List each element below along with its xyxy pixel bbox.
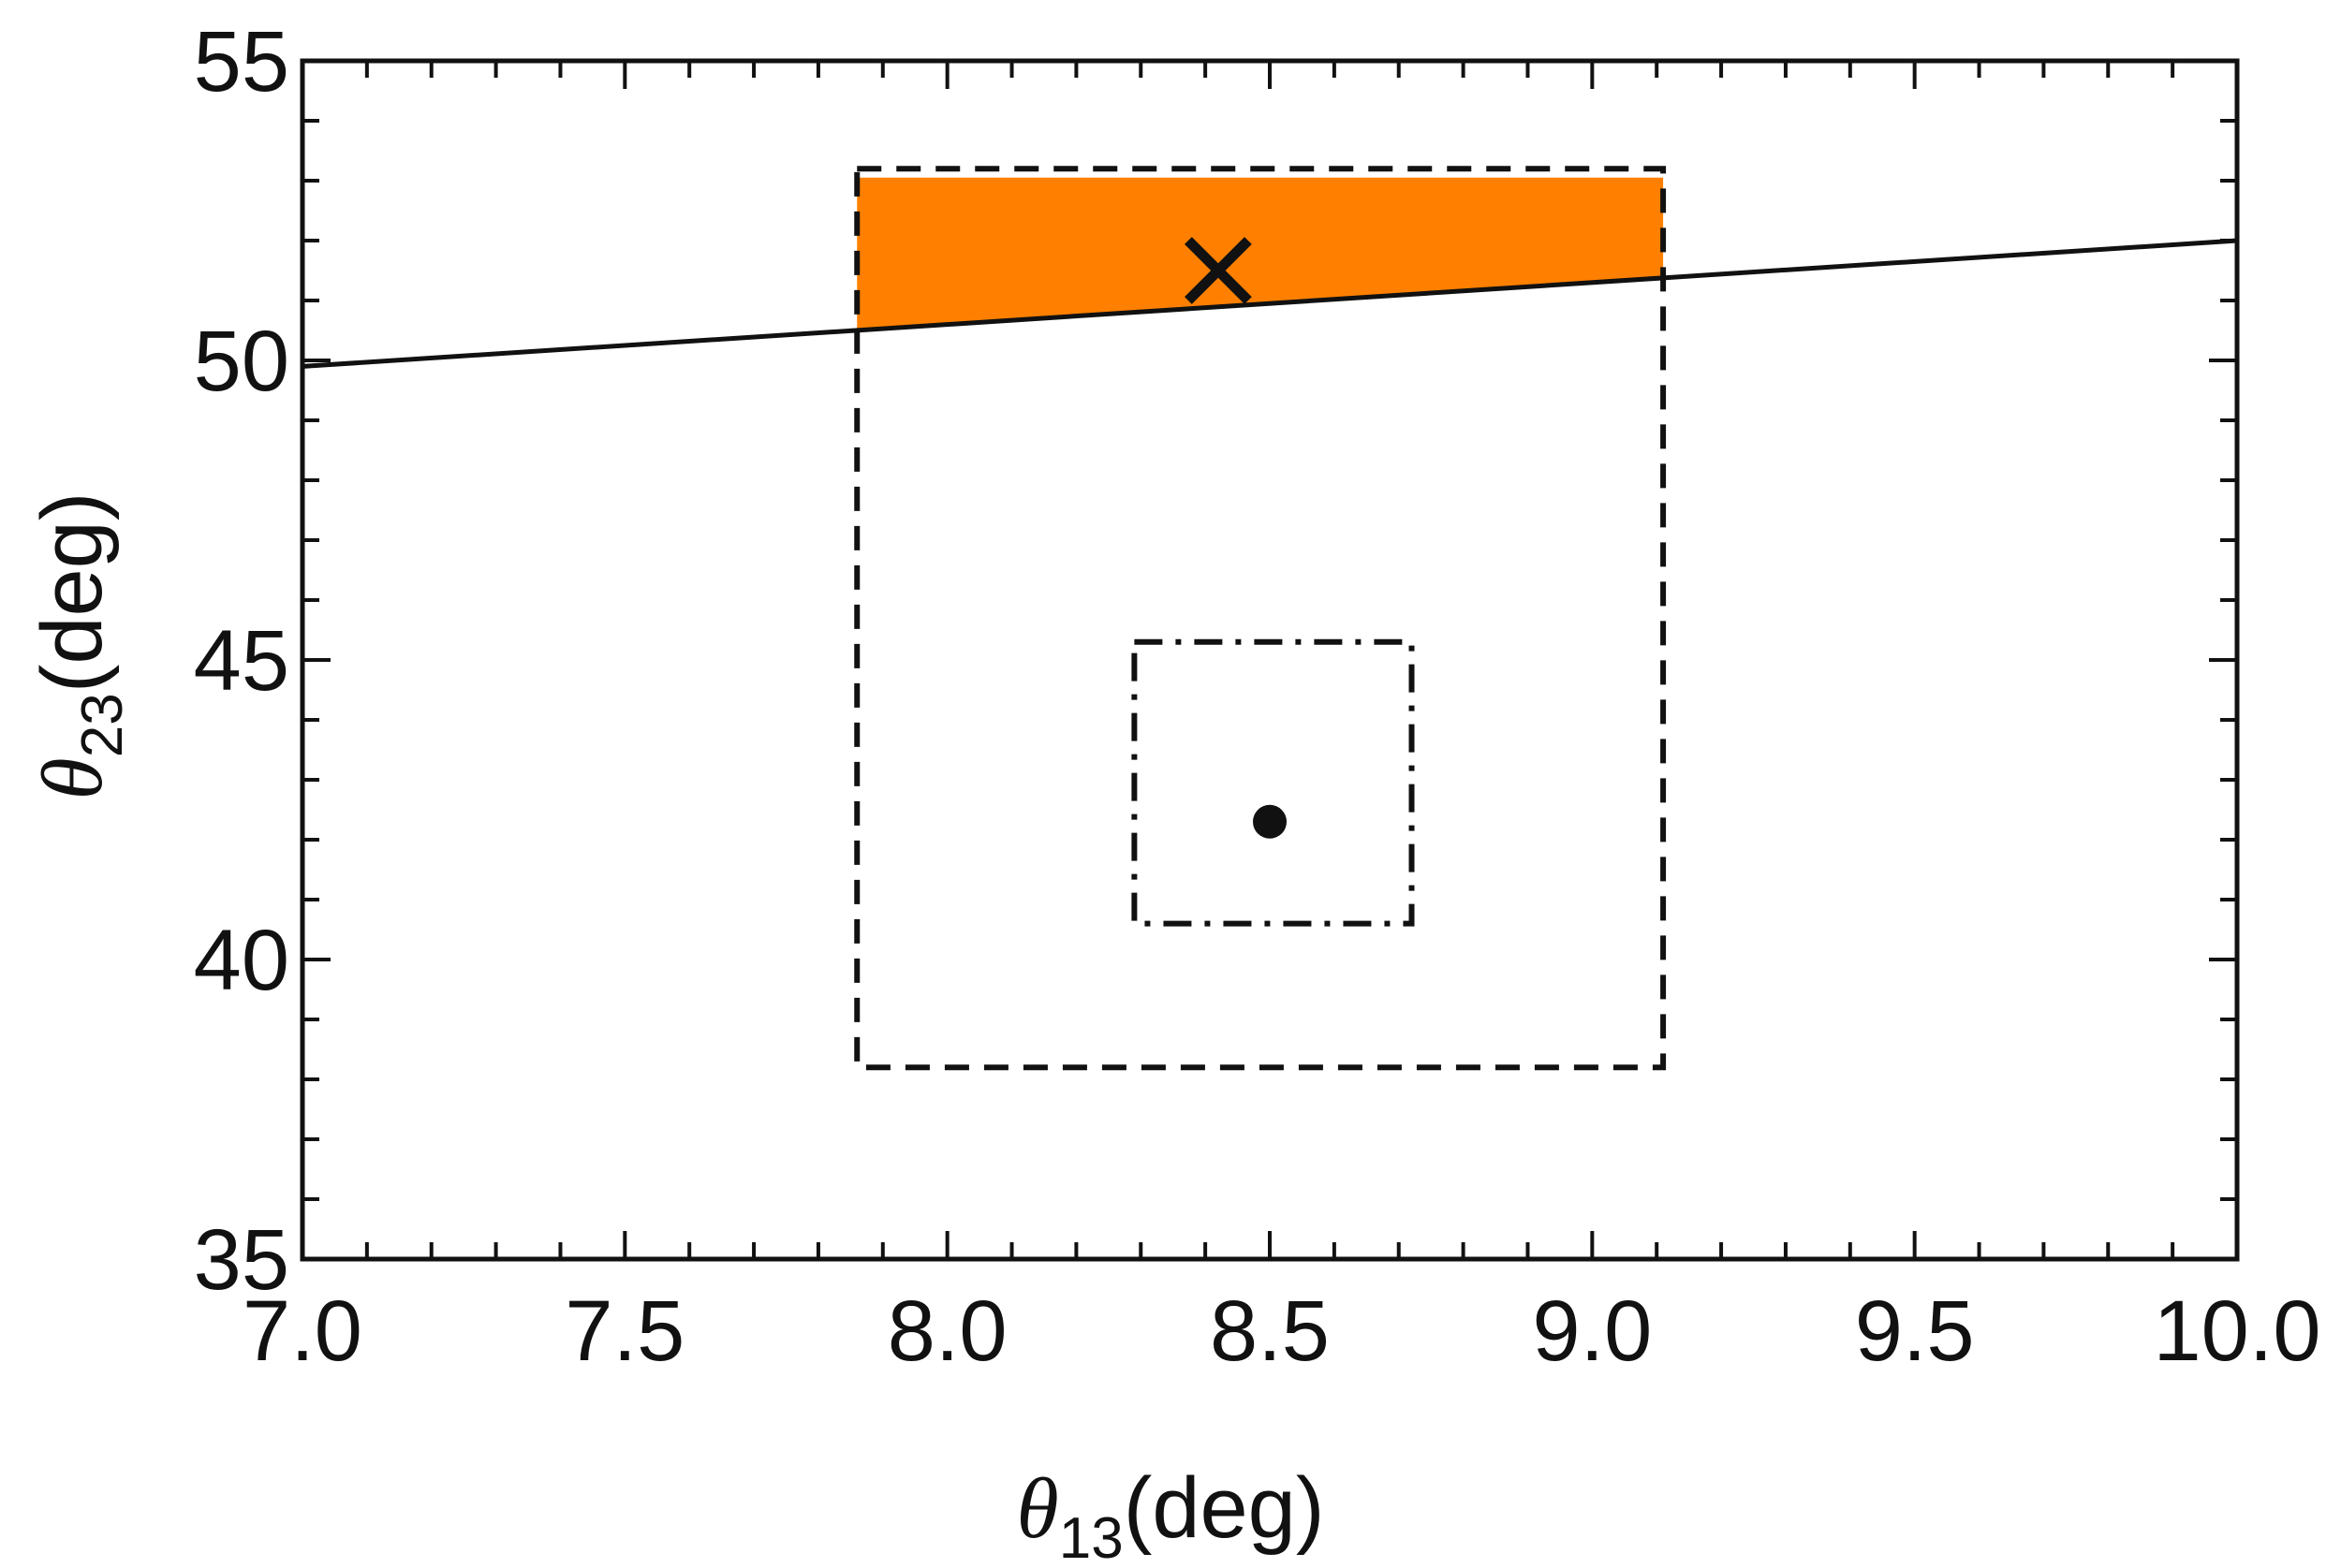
x-tick-label: 8.5 bbox=[1210, 1283, 1330, 1379]
dash-dot-box bbox=[1131, 638, 1415, 927]
x-axis-title-symbol: θ bbox=[1017, 1460, 1059, 1556]
y-tick-label: 35 bbox=[194, 1212, 289, 1308]
y-tick-label: 45 bbox=[194, 613, 289, 709]
x-tick-label: 9.0 bbox=[1532, 1283, 1652, 1379]
x-axis-title-subscript: 13 bbox=[1059, 1506, 1124, 1568]
y-axis-title: θ23(deg) bbox=[24, 492, 135, 800]
x-tick-label: 9.5 bbox=[1855, 1283, 1975, 1379]
y-tick-label: 50 bbox=[194, 314, 289, 409]
y-tick-label: 55 bbox=[194, 14, 289, 110]
plot-layer bbox=[302, 166, 2238, 1071]
y-tick-label: 40 bbox=[194, 913, 289, 1008]
x-axis-title: θ13(deg) bbox=[1017, 1460, 1325, 1568]
best-fit-point bbox=[1253, 804, 1287, 839]
model-point-x bbox=[1185, 237, 1252, 304]
x-tick-label: 10.0 bbox=[2153, 1283, 2320, 1379]
x-tick-label: 7.0 bbox=[243, 1283, 362, 1379]
allowed-region bbox=[857, 177, 1664, 330]
x-tick-label: 7.5 bbox=[565, 1283, 685, 1379]
y-axis-title-symbol: θ bbox=[24, 757, 120, 799]
dashed-box bbox=[854, 166, 1667, 1071]
x-axis-title-unit: (deg) bbox=[1124, 1460, 1325, 1556]
y-axis-title-subscript: 23 bbox=[70, 693, 135, 757]
y-axis-title-unit: (deg) bbox=[24, 492, 120, 694]
tick-layer: 7.0 7.5 8.0 8.5 9.0 9.5 10.0 35 40 45 50 55 bbox=[194, 14, 2321, 1379]
x-tick-label: 8.0 bbox=[888, 1283, 1008, 1379]
plot-frame bbox=[300, 58, 2240, 1262]
x-marker-stroke bbox=[1185, 237, 1252, 304]
boundary-line bbox=[302, 238, 2238, 369]
